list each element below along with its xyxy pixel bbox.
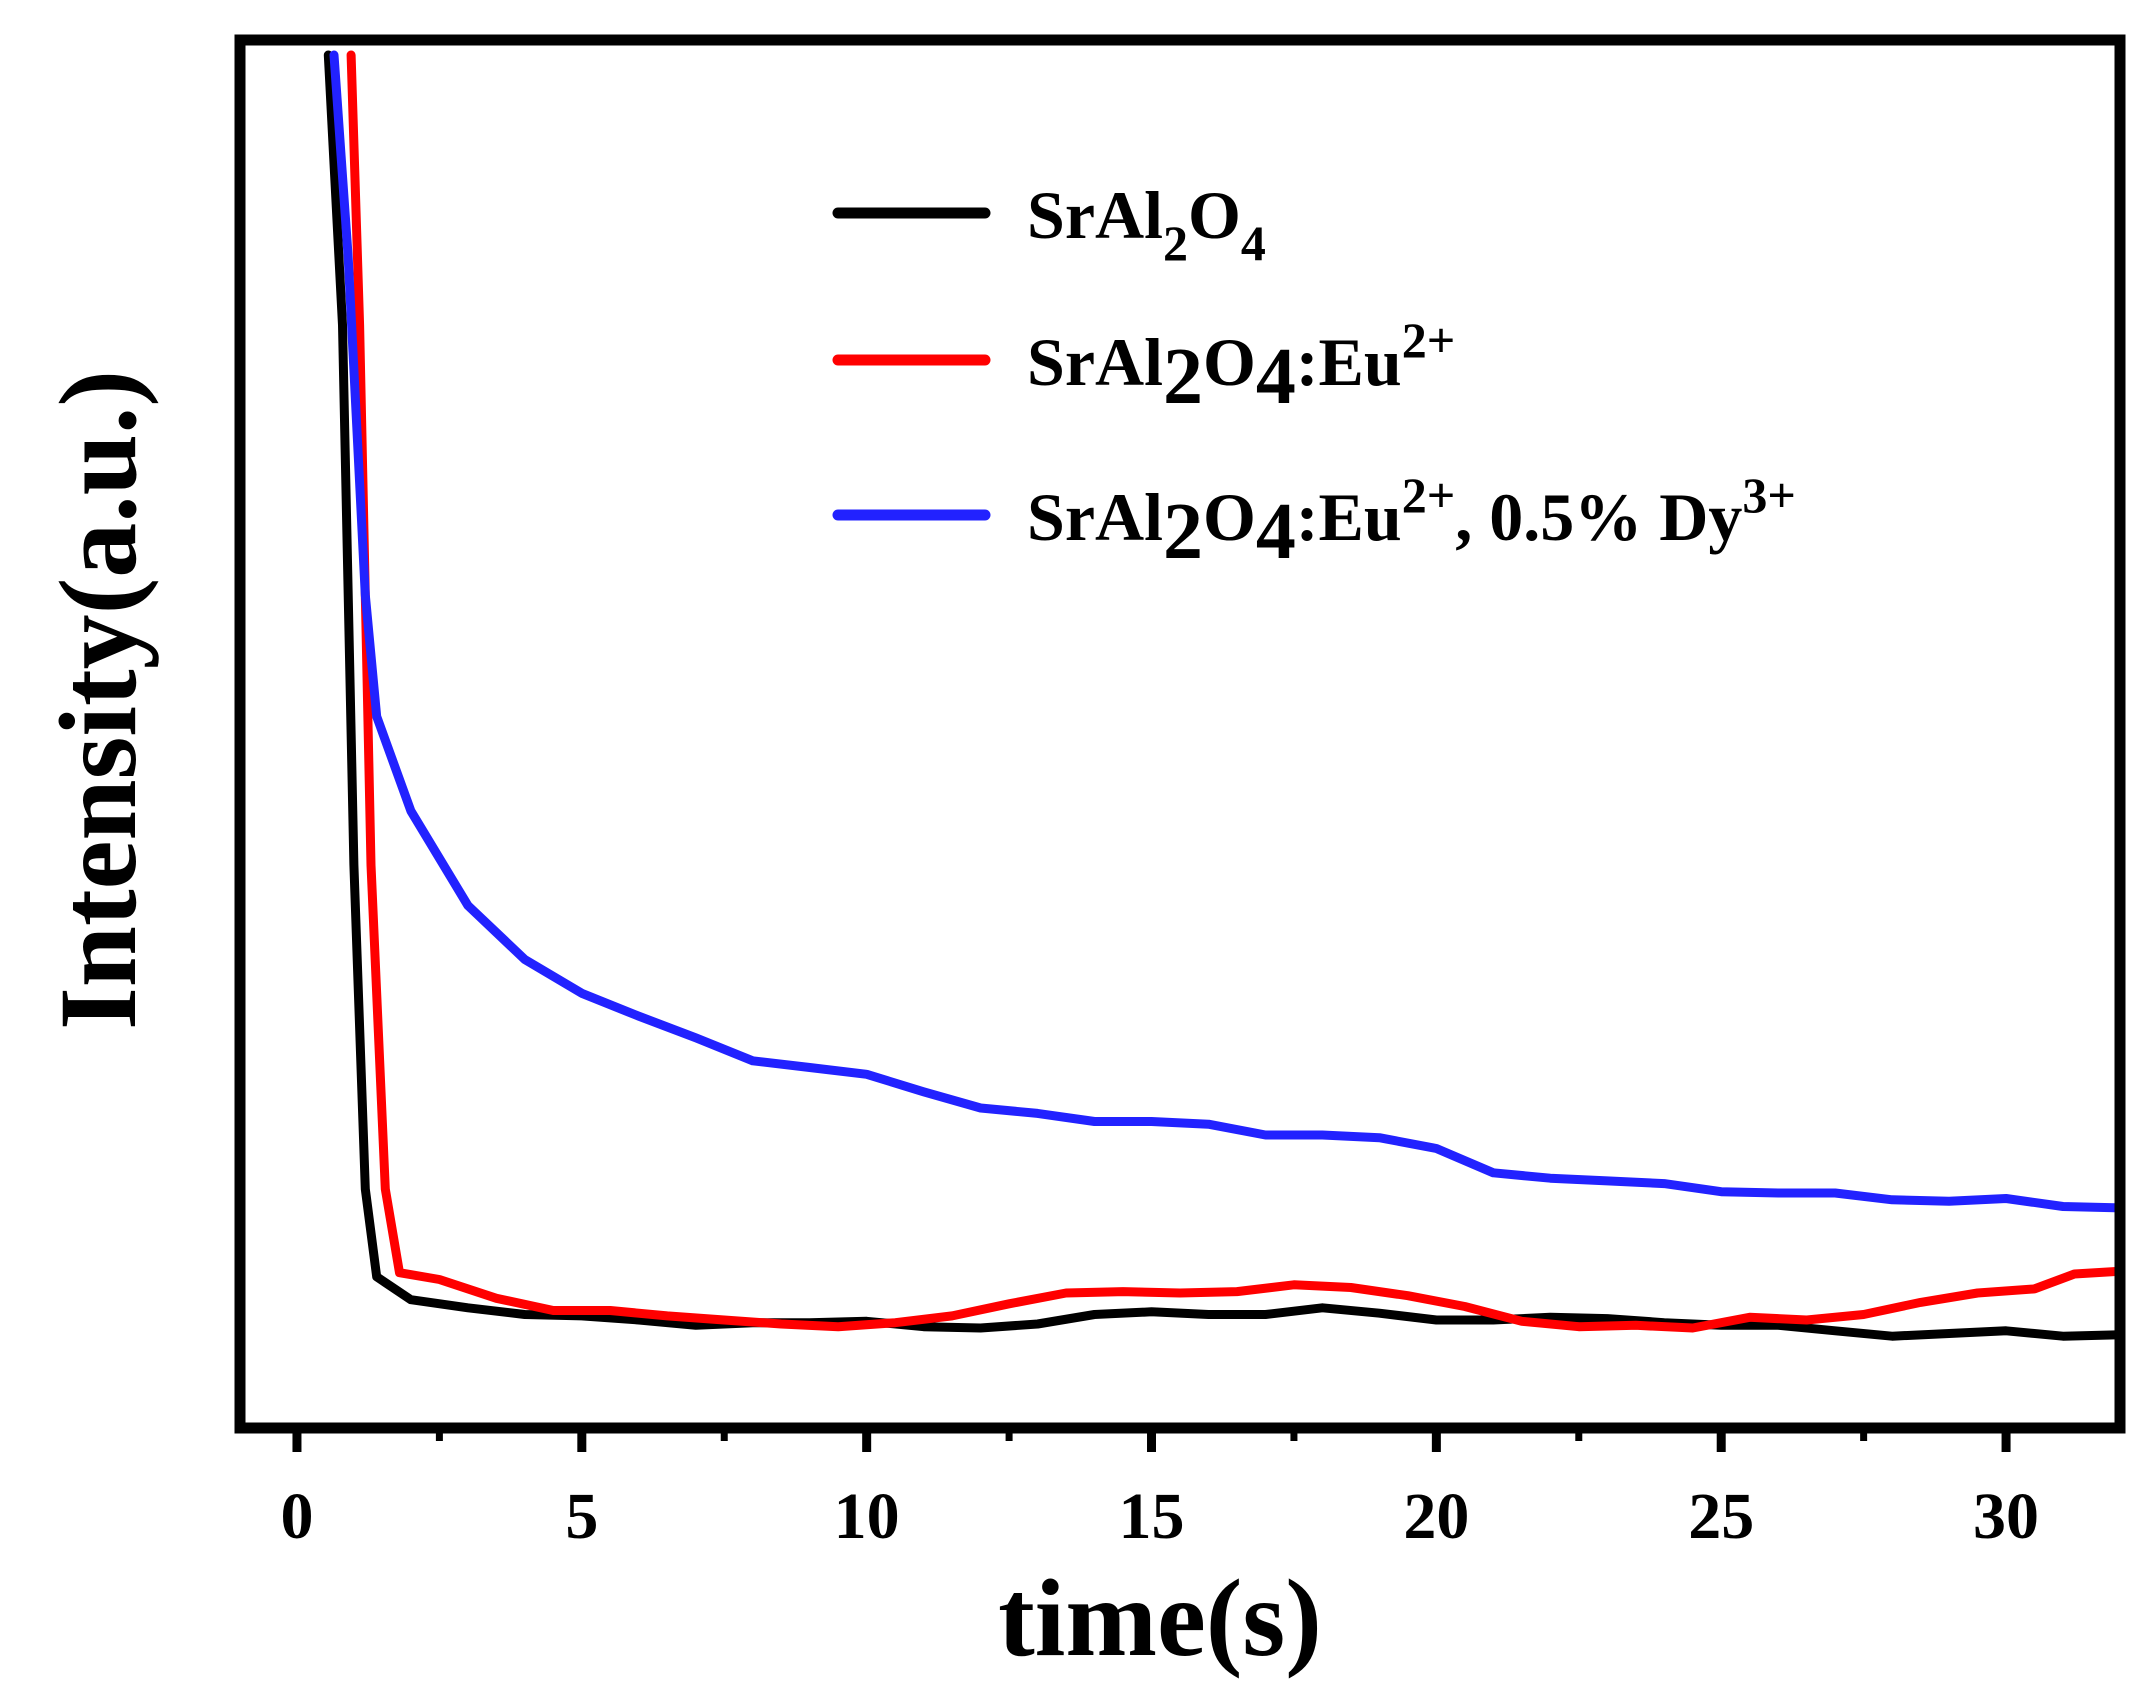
- legend-item-sral2o4: SrAl2O4: [832, 177, 1266, 271]
- legend-item-eu-dy: SrAl2O4:Eu2+, 0.5% Dy3+: [832, 467, 1796, 576]
- legend-label-eu-dy: SrAl2O4:Eu2+, 0.5% Dy3+: [1027, 467, 1796, 576]
- x-axis-title: time(s): [998, 1557, 1322, 1679]
- legend: SrAl2O4 SrAl2O4:Eu2+ SrAl2O4:Eu2+, 0.5% …: [832, 177, 1796, 576]
- plot-frame: [234, 34, 2126, 1434]
- series-line-2: [329, 50, 2120, 1213]
- x-tick-label-10: 10: [834, 1480, 900, 1553]
- series-layer: [323, 50, 2120, 1341]
- y-axis-title: Intensity(a.u.): [37, 370, 159, 1030]
- x-tick-label-0: 0: [280, 1480, 313, 1553]
- legend-label-sral2o4: SrAl2O4: [1027, 177, 1266, 271]
- x-axis-ticks: 0 5 10 15 20 25 30: [280, 1428, 2039, 1553]
- x-tick-label-30: 30: [1973, 1480, 2039, 1553]
- series-line-1: [346, 50, 2120, 1333]
- legend-item-eu: SrAl2O4:Eu2+: [832, 312, 1455, 421]
- x-tick-label-20: 20: [1403, 1480, 1469, 1553]
- legend-label-eu: SrAl2O4:Eu2+: [1027, 312, 1455, 421]
- x-tick-label-25: 25: [1688, 1480, 1754, 1553]
- x-tick-label-5: 5: [565, 1480, 598, 1553]
- x-tick-label-15: 15: [1119, 1480, 1185, 1553]
- series-line-0: [323, 50, 2120, 1341]
